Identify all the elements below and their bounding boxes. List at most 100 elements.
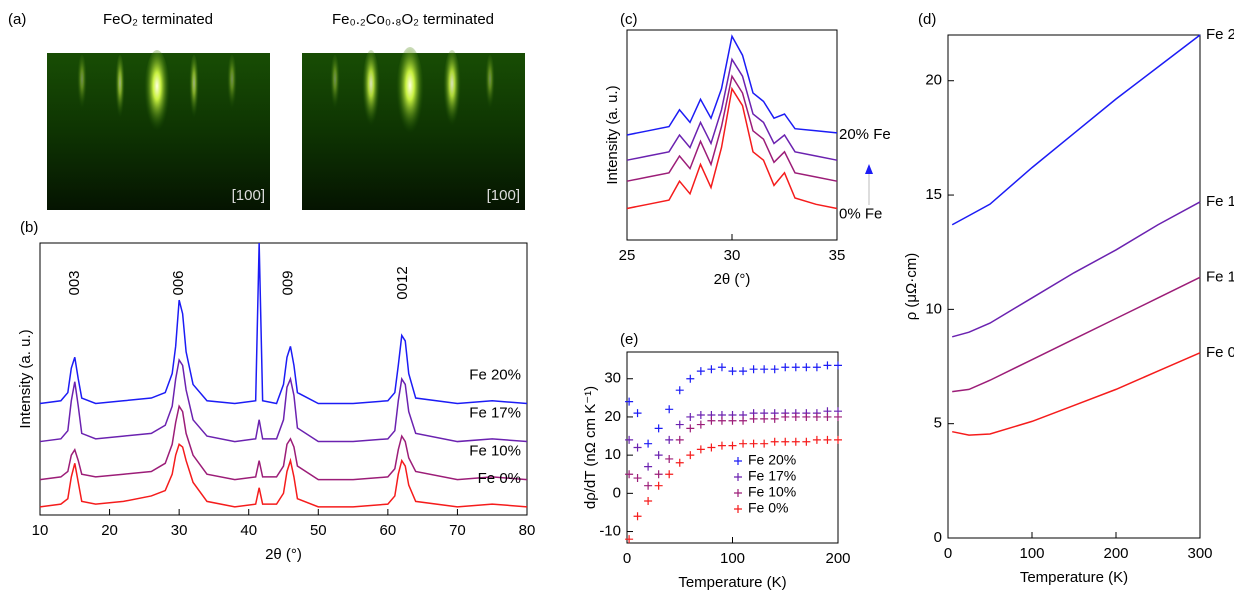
series-label: Fe 20% (469, 366, 521, 383)
data-point (686, 424, 695, 433)
data-point (812, 435, 821, 444)
annotation: 20% Fe (839, 126, 891, 143)
data-point (675, 435, 684, 444)
y-axis-label: ρ (μΩ·cm) (903, 253, 920, 321)
data-point (686, 451, 695, 460)
x-tick-label: 300 (1187, 545, 1212, 562)
x-axis-label: Temperature (K) (678, 574, 786, 591)
y-tick-label: 20 (604, 408, 621, 425)
data-point (707, 443, 716, 452)
y-axis-label: dρ/dT (nΩ cm K⁻¹) (582, 386, 599, 509)
series-label: Fe 10% (469, 443, 521, 460)
data-point (802, 412, 811, 421)
data-point (812, 412, 821, 421)
y-tick-label: 10 (925, 300, 942, 317)
data-point (633, 512, 642, 521)
data-point (644, 462, 653, 471)
x-tick-label: 20 (101, 522, 118, 539)
data-point (823, 361, 832, 370)
data-point (739, 439, 748, 448)
data-point (770, 437, 779, 446)
x-tick-label: 35 (829, 247, 846, 264)
data-point (823, 412, 832, 421)
y-tick-label: 0 (613, 484, 621, 501)
x-tick-label: 80 (519, 522, 536, 539)
data-point (770, 365, 779, 374)
data-point (654, 451, 663, 460)
data-point (717, 441, 726, 450)
data-point (625, 435, 634, 444)
data-point (749, 414, 758, 423)
data-point (728, 367, 737, 376)
series-line (952, 276, 1201, 393)
data-point (707, 365, 716, 374)
data-point (749, 365, 758, 374)
data-point (686, 412, 695, 421)
y-tick-label: 0 (934, 529, 942, 546)
x-tick-label: 100 (1019, 545, 1044, 562)
data-point (675, 420, 684, 429)
y-axis-label: Intensity (a. u.) (604, 85, 621, 184)
data-point (791, 437, 800, 446)
data-point (760, 439, 769, 448)
data-point (633, 443, 642, 452)
data-point (760, 365, 769, 374)
data-point (654, 470, 663, 479)
data-point (665, 454, 674, 463)
panel-label: (a) (8, 11, 26, 28)
x-tick-label: 100 (720, 550, 745, 567)
rheed-image (302, 47, 525, 210)
y-tick-label: 10 (604, 446, 621, 463)
data-point (644, 439, 653, 448)
panel-label: (b) (20, 219, 38, 236)
peak-label: 0012 (394, 266, 411, 299)
image-title: Fe₀.₂Co₀.₈O₂ terminated (332, 11, 494, 28)
data-point (812, 363, 821, 372)
series-label: Fe 17% (1206, 193, 1234, 210)
data-point (625, 535, 634, 544)
legend-marker (734, 473, 742, 481)
series-line (39, 357, 528, 443)
panel-label: (d) (918, 11, 936, 28)
x-tick-label: 25 (619, 247, 636, 264)
data-point (717, 363, 726, 372)
legend-marker (734, 505, 742, 513)
arrow-head (865, 164, 873, 174)
data-point (834, 435, 842, 444)
data-point (717, 416, 726, 425)
y-tick-label: 20 (925, 72, 942, 89)
x-tick-label: 70 (449, 522, 466, 539)
data-point (654, 481, 663, 490)
series-label: Fe 10% (1206, 268, 1234, 285)
x-tick-label: 10 (32, 522, 49, 539)
rheed-image (47, 50, 270, 210)
x-tick-label: 50 (310, 522, 327, 539)
legend-marker (734, 457, 742, 465)
annotation: 0% Fe (839, 205, 882, 222)
series-line (39, 443, 528, 508)
y-axis-label: Intensity (a. u.) (17, 329, 34, 428)
data-point (781, 363, 790, 372)
data-point (696, 367, 705, 376)
legend-label: Fe 10% (748, 484, 796, 500)
data-point (739, 367, 748, 376)
x-tick-label: 30 (724, 247, 741, 264)
x-tick-label: 40 (240, 522, 257, 539)
direction-label: [100] (487, 187, 520, 204)
series-line (626, 34, 838, 136)
plot-frame (39, 242, 528, 516)
data-point (696, 420, 705, 429)
series-line (39, 242, 528, 405)
peak-label: 006 (170, 270, 187, 295)
x-tick-label: 30 (171, 522, 188, 539)
data-point (760, 414, 769, 423)
series-line (952, 201, 1201, 338)
series-line (626, 86, 838, 210)
data-point (644, 496, 653, 505)
data-point (770, 414, 779, 423)
image-title: FeO₂ terminated (103, 11, 213, 28)
series-label: Fe 0% (1206, 344, 1234, 361)
data-point (791, 412, 800, 421)
legend-marker (734, 489, 742, 497)
data-point (696, 411, 705, 420)
